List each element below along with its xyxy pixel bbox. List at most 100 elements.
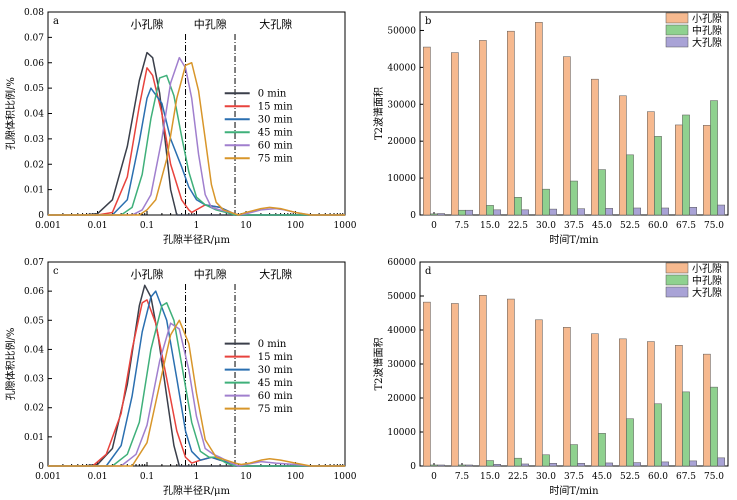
x-tick-label: 15.0 xyxy=(480,472,500,482)
y-tick-label: 10000 xyxy=(387,428,416,438)
bar xyxy=(703,125,711,216)
x-tick-label: 1 xyxy=(194,221,200,231)
legend-label: 15 min xyxy=(258,352,294,363)
y-tick-label: 60000 xyxy=(387,258,416,268)
bar xyxy=(514,457,522,467)
bar xyxy=(437,213,445,216)
x-tick-label: 67.5 xyxy=(676,221,696,231)
x-tick-label: 75.0 xyxy=(704,472,724,482)
y-tick-label: 0.08 xyxy=(24,8,44,18)
bar xyxy=(689,207,697,216)
bar xyxy=(486,460,494,467)
bar xyxy=(661,207,669,216)
panel-a: 0.001 0.01 0.1 1 10 100 1000 0 0.01 0.02 0.03 0.04 0… xyxy=(4,8,357,246)
legend-label: 30 min xyxy=(258,115,294,126)
bar xyxy=(437,464,445,467)
bar xyxy=(647,341,655,467)
x-tick-label: 0 xyxy=(431,221,437,231)
series-line xyxy=(48,62,345,216)
y-tick-label: 30000 xyxy=(387,360,416,370)
x-tick-label: 30.0 xyxy=(536,221,556,231)
legend-label: 0 min xyxy=(258,89,287,100)
x-tick-label: 67.5 xyxy=(676,472,696,482)
legend-label: 30 min xyxy=(258,365,294,376)
x-tick-label: 0.1 xyxy=(140,221,154,231)
y-tick-label: 0.06 xyxy=(24,59,44,69)
y-tick-label: 0.03 xyxy=(24,375,44,385)
x-tick-label: 60.0 xyxy=(648,221,668,231)
bar xyxy=(598,169,606,216)
bar xyxy=(430,213,438,216)
bar xyxy=(675,124,683,216)
legend-label: 0 min xyxy=(258,339,287,350)
panel-letter: a xyxy=(53,16,59,27)
y-tick-label: 0.01 xyxy=(24,433,44,443)
bar xyxy=(647,111,655,216)
x-tick-label: 30.0 xyxy=(536,472,556,482)
bar xyxy=(479,40,487,216)
bar xyxy=(577,208,585,216)
bar xyxy=(521,209,529,216)
x-tick-label: 0.1 xyxy=(140,472,154,482)
panel-letter: c xyxy=(53,266,59,277)
bar xyxy=(486,205,494,216)
plot-frame xyxy=(47,261,346,467)
y-tick-label: 40000 xyxy=(387,63,416,73)
panel-letter: d xyxy=(425,266,432,277)
plot-frame xyxy=(47,11,346,216)
y-tick-label: 20000 xyxy=(387,137,416,147)
bar xyxy=(717,204,725,216)
x-axis-label: 孔隙半径R/μm xyxy=(163,233,230,246)
bar xyxy=(430,464,438,467)
legend-label: 75 min xyxy=(258,154,294,165)
bar xyxy=(542,188,550,216)
bar xyxy=(465,209,473,216)
bar xyxy=(619,95,627,216)
bar xyxy=(710,100,718,216)
x-axis-label: 孔隙半径R/μm xyxy=(163,484,230,497)
region-label: 大孔隙 xyxy=(259,267,292,281)
y-axis-label: T2波谱面积 xyxy=(372,87,385,140)
x-tick-label: 1000 xyxy=(334,472,357,482)
bar xyxy=(654,136,662,216)
bar xyxy=(633,462,641,467)
legend-label: 小孔隙 xyxy=(692,12,722,25)
y-tick-label: 50000 xyxy=(387,292,416,302)
legend-label: 60 min xyxy=(258,391,294,402)
y-axis-label: 孔隙体积比例/% xyxy=(4,77,17,150)
series-line xyxy=(48,302,345,467)
x-tick-label: 37.5 xyxy=(564,472,584,482)
y-axis-label: 孔隙体积比例/% xyxy=(4,328,17,401)
bar xyxy=(423,46,431,216)
legend-label: 75 min xyxy=(258,404,294,415)
bar xyxy=(451,303,459,467)
y-tick-label: 0.04 xyxy=(24,110,44,120)
bar xyxy=(577,463,585,467)
bar xyxy=(619,338,627,467)
bar xyxy=(507,30,515,216)
bar xyxy=(703,353,711,467)
y-tick-label: 20000 xyxy=(387,394,416,404)
x-tick-label: 0.001 xyxy=(35,221,61,231)
bar xyxy=(549,208,557,216)
x-tick-label: 45.0 xyxy=(592,472,612,482)
x-tick-label: 100 xyxy=(287,221,304,231)
panel-letter: b xyxy=(425,16,431,27)
bar xyxy=(458,464,466,467)
y-tick-label: 0.02 xyxy=(24,160,44,170)
y-tick-label: 0.03 xyxy=(24,135,44,145)
x-tick-label: 75.0 xyxy=(704,221,724,231)
bar xyxy=(563,56,571,216)
bar xyxy=(521,463,529,467)
y-tick-label: 0.07 xyxy=(24,33,44,43)
x-tick-label: 0.01 xyxy=(87,472,107,482)
bar xyxy=(451,52,459,216)
legend-label: 中孔隙 xyxy=(692,274,722,287)
x-tick-label: 7.5 xyxy=(455,472,470,482)
legend-swatch xyxy=(665,36,689,48)
bar xyxy=(570,180,578,216)
bar xyxy=(633,207,641,216)
bar xyxy=(458,209,466,216)
